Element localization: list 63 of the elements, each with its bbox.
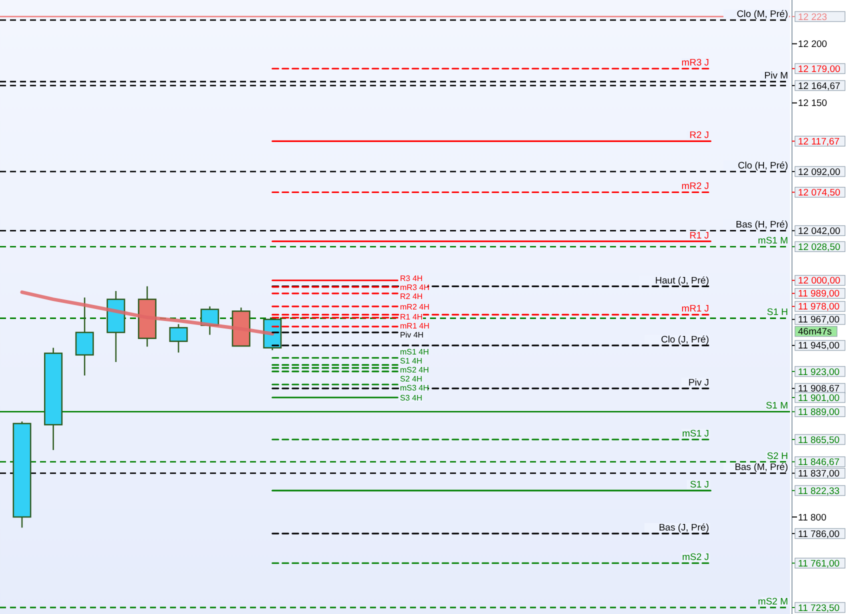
y-tick-label: 11 923,00 [798, 366, 840, 378]
series-label: R2 J [689, 130, 710, 142]
series-label: mS2 4H [400, 365, 430, 374]
ref-line-label: mS1 M [758, 236, 788, 247]
y-tick-label: 11 800 [798, 512, 826, 524]
series-label: R1 4H [400, 312, 423, 322]
y-tick-label: 12 074,50 [798, 188, 840, 199]
series-label: Bas (J, Pré) [658, 522, 709, 534]
y-tick-label: 11 822,33 [798, 486, 840, 497]
y-tick-label: 11 945,00 [798, 340, 840, 352]
y-tick-label: 12 150 [798, 98, 828, 110]
series-label: mS1 J [682, 428, 710, 440]
series-label: mR1 J [682, 304, 710, 315]
ref-line-label: S1 H [766, 307, 788, 318]
text: 46m47s [798, 326, 832, 338]
series-label: Piv 4H [400, 330, 424, 340]
y-tick-label: 12 179,00 [798, 64, 840, 75]
series-label: S1 J [690, 480, 710, 491]
ref-line-label: Bas (M, Pré) [734, 462, 788, 474]
ref-line-label: Clo (M, Pré) [736, 9, 788, 20]
y-tick-label: 12 000,00 [798, 276, 840, 287]
series-label: S3 4H [400, 394, 422, 403]
ref-line-label: S1 M [766, 400, 788, 412]
series-label: R3 4H [400, 274, 423, 283]
ref-line-label: Bas (H, Pré) [736, 220, 788, 231]
y-tick-label: 12 223 [798, 12, 828, 23]
series-label: mS3 4H [400, 383, 430, 392]
ref-line-label: S2 H [766, 450, 788, 462]
series-label: S1 4H [400, 356, 422, 366]
y-tick-label: 11 901,00 [798, 392, 840, 404]
y-tick-label: 12 117,67 [798, 136, 840, 148]
y-tick-label: 11 908,67 [798, 384, 840, 395]
y-tick-label: 12 200 [798, 39, 828, 50]
y-tick-label: 11 723,50 [798, 602, 840, 614]
y-tick-label: 11 989,00 [798, 288, 840, 300]
ref-line-label: Piv M [764, 70, 788, 82]
y-tick-label: 12 028,50 [798, 242, 840, 253]
ref-line-label: mS2 M [758, 596, 788, 608]
y-tick-label: 11 786,00 [798, 528, 840, 540]
y-tick-label: 11 889,00 [798, 407, 840, 418]
y-tick-label: 12 042,00 [798, 226, 840, 237]
y-tick-label: 11 761,00 [798, 558, 840, 570]
y-tick-label: 11 837,00 [798, 468, 840, 480]
series-label: mR2 4H [400, 302, 430, 312]
series-label: mR1 4H [400, 322, 430, 331]
y-tick-label: 11 967,00 [798, 314, 840, 326]
series-label: Piv J [688, 377, 710, 388]
series-label: mR2 J [682, 181, 710, 192]
ref-line-label: Clo (H, Pré) [738, 160, 788, 172]
series-label: Clo (J, Pré) [660, 334, 709, 346]
series-label: R1 J [689, 230, 710, 242]
series-label: S2 4H [400, 374, 422, 384]
series-label: Haut (J, Pré) [655, 275, 709, 286]
y-tick-label: 11 846,67 [798, 457, 840, 468]
y-tick-label: 11 865,50 [798, 434, 840, 446]
y-tick-label: 11 978,00 [798, 302, 840, 313]
series-label: mS1 4H [400, 347, 430, 356]
y-tick-label: 12 164,67 [798, 80, 840, 92]
series-label: mR3 4H [400, 282, 430, 292]
series-label: R2 4H [400, 292, 423, 301]
series-label: mS2 J [682, 552, 710, 564]
series-label: mR3 J [682, 58, 710, 69]
y-tick-label: 12 092,00 [798, 166, 840, 178]
